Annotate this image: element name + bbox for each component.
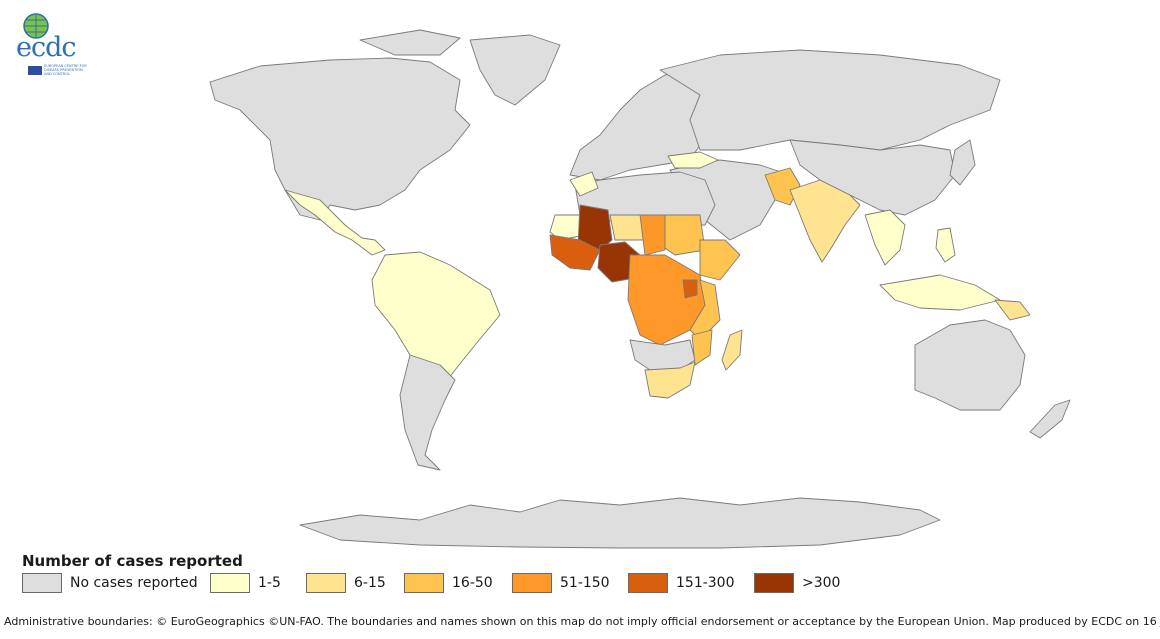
japan-land [949,139,976,186]
legend-swatch [306,573,346,593]
sudan-land [664,214,706,256]
philippines-land [935,227,956,263]
morocco-land [569,171,599,197]
legend-label: 1-5 [258,575,281,591]
legend-label: 16-50 [452,575,493,591]
southeast-asia-land [864,209,906,266]
new-zealand-land [1029,399,1071,439]
legend-swatch [512,573,552,593]
legend-label: 151-300 [676,575,735,591]
antarctica-land [299,497,941,549]
madagascar-land [721,329,743,371]
world-map [209,29,1071,549]
map-disclaimer: Administrative boundaries: © EuroGeograp… [4,615,1160,628]
logo-wordmark: ecdc [16,32,77,63]
turkey-land [667,151,719,169]
legend-swatch [22,573,62,593]
legend-label: 6-15 [354,575,386,591]
australia-land [914,319,1026,411]
west-coast-land [549,234,601,271]
uganda-land [682,279,698,299]
legend-swatch [628,573,668,593]
logo-subtitle: EUROPEAN CENTRE FOR DISEASE PREVENTION A… [44,64,87,76]
legend-label: No cases reported [70,575,198,591]
sahel-west-land [549,214,586,241]
southern-cone-land [399,354,456,471]
legend-swatch [754,573,794,593]
greenland-land [469,34,561,106]
legend-swatch [210,573,250,593]
chad-land [639,214,666,256]
mexico-land [284,189,386,256]
papua-land [994,299,1031,321]
horn-africa-land [699,239,741,281]
legend-swatch [404,573,444,593]
eu-flag-icon [28,66,42,75]
arctic-islands-land [359,29,461,56]
niger-land [609,214,646,241]
mozambique-land [691,329,713,366]
east-asia-land [789,139,956,216]
legend-label: 51-150 [560,575,610,591]
south-africa-land [644,361,696,399]
north-asia-land [659,49,1001,151]
north-america-land [209,57,471,221]
legend-title: Number of cases reported [22,552,243,570]
indonesia-land [879,274,1001,311]
legend-label: >300 [802,575,841,591]
ecdc-globe-icon [23,13,49,75]
